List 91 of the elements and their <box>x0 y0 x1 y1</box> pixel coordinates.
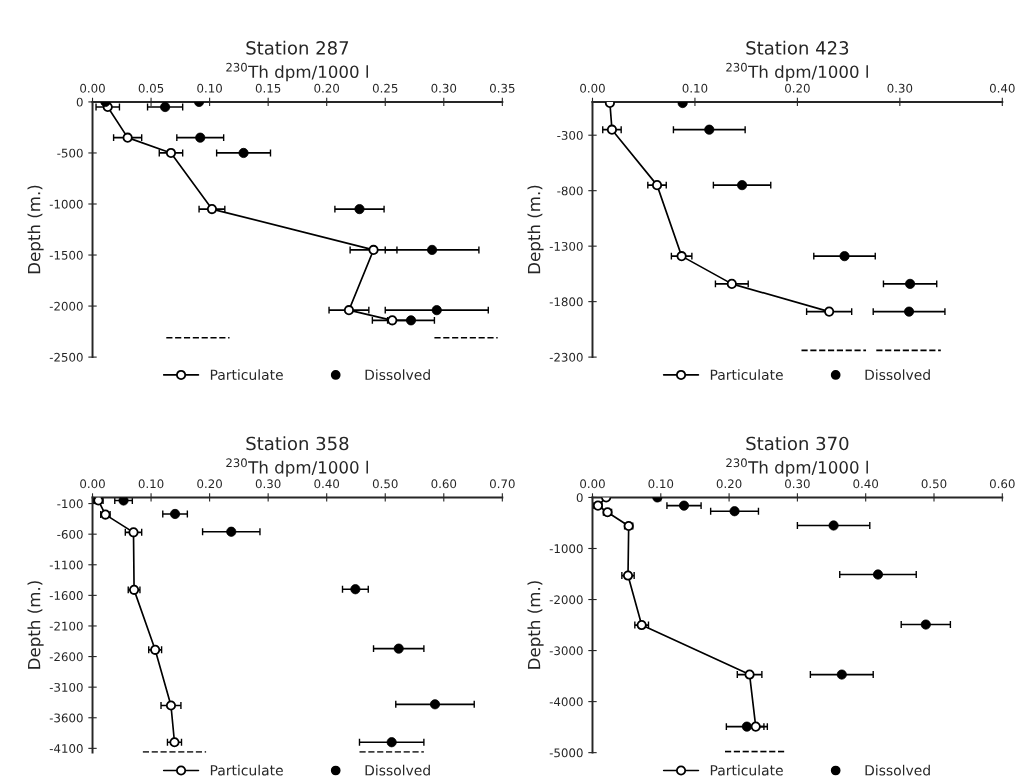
x-tick-label: 0.10 <box>648 479 674 489</box>
x-axis-title: $^{230}$Th dpm/1000 l <box>726 458 868 477</box>
legend-label: Dissolved <box>865 764 930 776</box>
y-tick-label: -2100 <box>49 621 83 631</box>
x-tick-label: 0.20 <box>314 83 340 93</box>
legend-label: Dissolved <box>365 369 430 381</box>
y-tick-label: 0 <box>576 493 583 503</box>
y-tick-label: -2600 <box>49 652 83 662</box>
x-tick-label: 0.30 <box>431 83 457 93</box>
point <box>676 251 687 262</box>
point <box>726 278 737 289</box>
y-tick-label: -3600 <box>49 713 83 723</box>
point <box>750 721 761 732</box>
point <box>206 204 218 215</box>
y-axis-title: Depth (m.) <box>27 581 44 669</box>
x-tick-label: 0.10 <box>138 479 164 489</box>
y-tick-label: -4000 <box>549 697 583 707</box>
point <box>606 124 618 135</box>
y-tick-label: -1000 <box>549 544 583 554</box>
y-tick-label: -2000 <box>49 301 83 311</box>
legend-label: Dissolved <box>365 764 430 776</box>
y-tick-label: -1000 <box>49 199 83 209</box>
point <box>165 700 177 711</box>
y-tick-label: -2300 <box>549 352 583 362</box>
point <box>343 305 355 316</box>
y-tick-label: -1300 <box>549 241 583 251</box>
y-axis-title: Depth (m.) <box>527 185 544 274</box>
chart-title: Station 358 <box>246 436 349 451</box>
chart-title: Station 370 <box>746 436 849 451</box>
y-axis-title: Depth (m.) <box>527 581 544 669</box>
x-axis-title: $^{230}$Th dpm/1000 l <box>226 458 368 477</box>
y-tick-label: -500 <box>57 148 83 158</box>
y-tick-label: -3100 <box>49 682 83 692</box>
x-tick-label: 0.60 <box>431 479 457 489</box>
x-tick-label: 0.15 <box>255 83 281 93</box>
legend-label: Dissolved <box>865 369 930 381</box>
point <box>122 132 133 143</box>
x-axis-title: $^{230}$Th dpm/1000 l <box>726 62 868 82</box>
y-tick-label: -2000 <box>549 595 583 605</box>
y-tick-label: -1100 <box>49 560 83 570</box>
x-tick-label: 0.05 <box>138 83 164 93</box>
x-tick-label: 0.30 <box>255 479 281 489</box>
x-tick-label: 0.40 <box>853 479 879 489</box>
y-tick-label: -300 <box>557 130 583 140</box>
legend-label: Particulate <box>710 369 783 381</box>
x-tick-label: 0.70 <box>489 479 515 489</box>
chart-title: Station 423 <box>746 40 849 55</box>
chart-title: Station 287 <box>246 40 349 55</box>
legend-label: Particulate <box>210 764 283 776</box>
y-tick-label: -800 <box>557 186 583 196</box>
point <box>824 306 835 317</box>
x-tick-label: 0.00 <box>580 83 605 93</box>
point <box>368 244 379 255</box>
point <box>165 147 177 159</box>
point <box>744 669 755 680</box>
x-axis-title: $^{230}$Th dpm/1000 l <box>226 62 368 82</box>
point <box>128 527 139 538</box>
y-tick-label: -5000 <box>549 748 583 758</box>
point <box>651 180 663 191</box>
y-tick-label: -1500 <box>49 250 83 260</box>
point <box>604 101 615 109</box>
legend-label: Particulate <box>710 764 783 776</box>
x-tick-label: 0.25 <box>372 83 398 93</box>
y-tick-label: -2500 <box>49 352 83 362</box>
legend-label: Particulate <box>210 369 283 381</box>
y-axis-title: Depth (m.) <box>27 185 44 274</box>
x-tick-label: 0.60 <box>989 479 1015 489</box>
point <box>169 737 180 748</box>
x-tick-label: 0.35 <box>489 83 515 93</box>
x-tick-label: 0.50 <box>921 479 947 489</box>
x-tick-label: 0.50 <box>372 479 398 489</box>
x-tick-label: 0.00 <box>580 479 605 489</box>
x-tick-label: 0.30 <box>887 83 913 93</box>
y-tick-label: -1800 <box>549 297 583 307</box>
x-tick-label: 0.30 <box>785 479 810 489</box>
x-tick-label: 0.10 <box>197 83 222 93</box>
x-tick-label: 0.00 <box>80 83 105 93</box>
x-tick-label: 0.20 <box>785 83 810 93</box>
y-tick-label: -600 <box>57 529 83 539</box>
x-tick-label: 0.40 <box>989 83 1015 93</box>
x-tick-label: 0.20 <box>716 479 742 489</box>
y-tick-label: -4100 <box>49 744 83 754</box>
y-tick-label: -3000 <box>549 646 583 656</box>
y-tick-label: 0 <box>76 97 83 107</box>
x-tick-label: 0.40 <box>314 479 340 489</box>
x-tick-label: 0.20 <box>197 479 222 489</box>
point <box>387 315 398 326</box>
x-tick-label: 0.10 <box>682 83 708 93</box>
y-tick-label: -100 <box>57 499 83 509</box>
x-tick-label: 0.00 <box>80 479 105 489</box>
y-tick-label: -1600 <box>49 591 83 601</box>
